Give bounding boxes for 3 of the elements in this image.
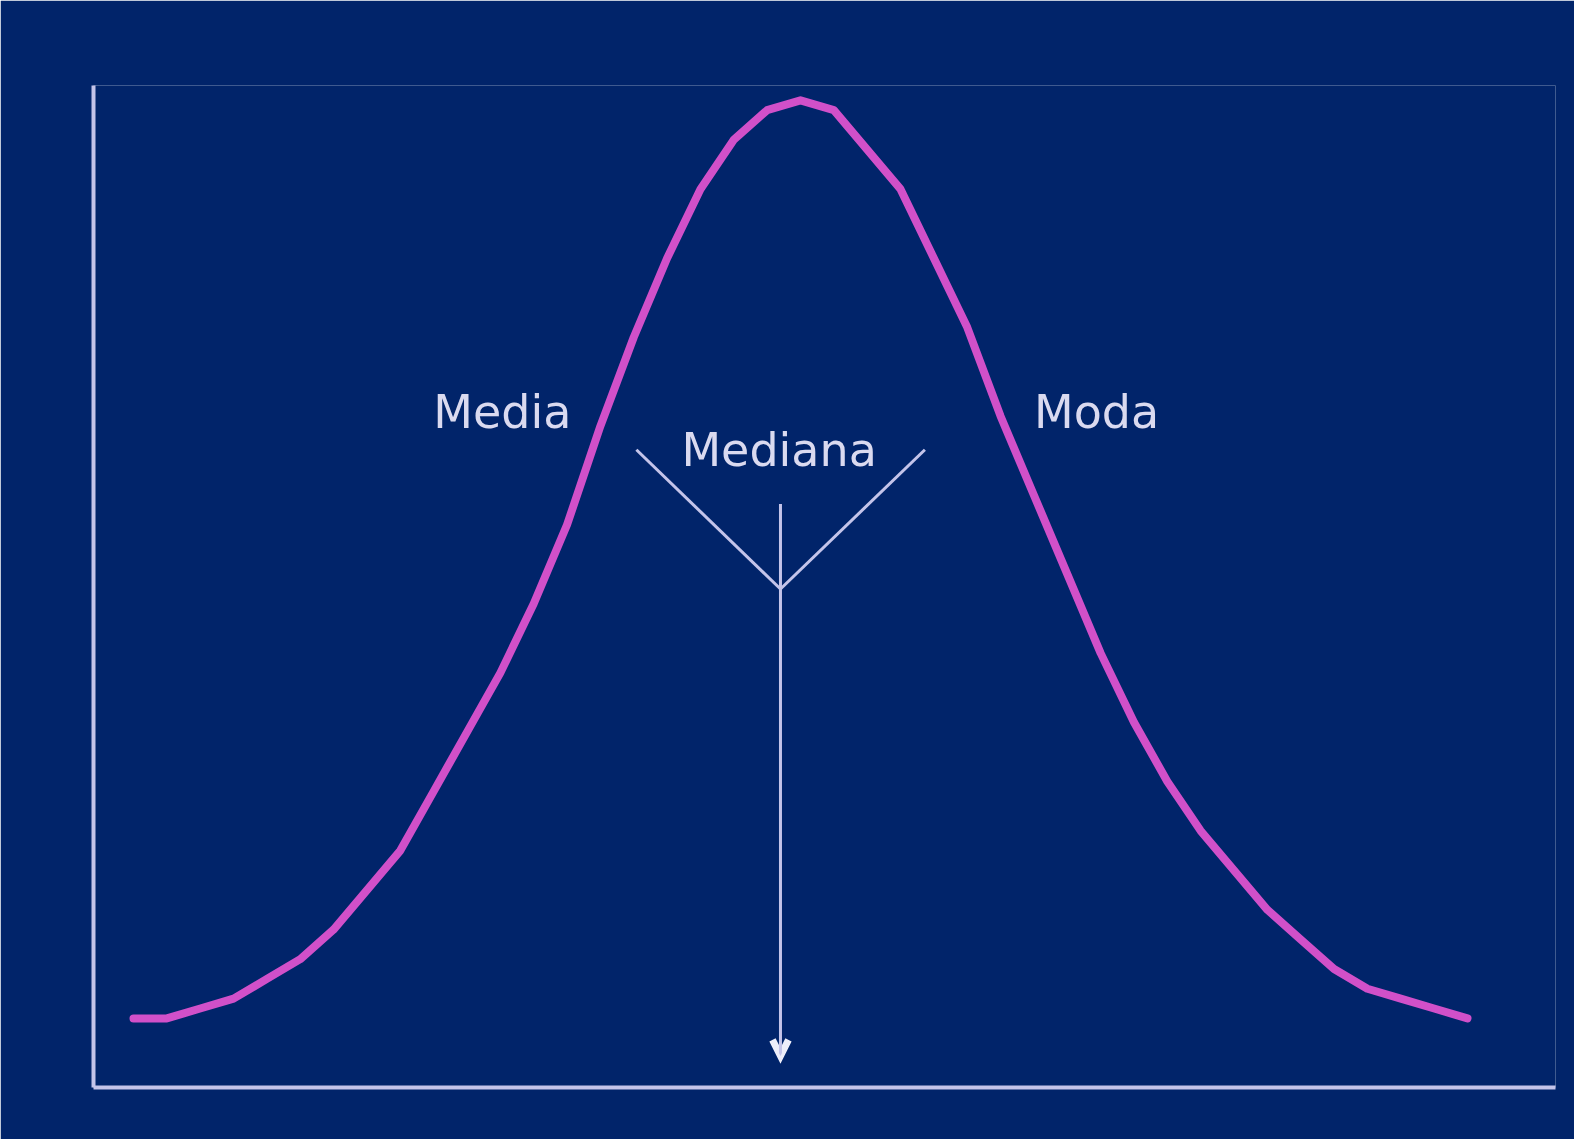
annotation: Mediana: [681, 422, 877, 477]
annotation: Media: [433, 385, 572, 440]
annotation: Moda: [1034, 385, 1160, 440]
